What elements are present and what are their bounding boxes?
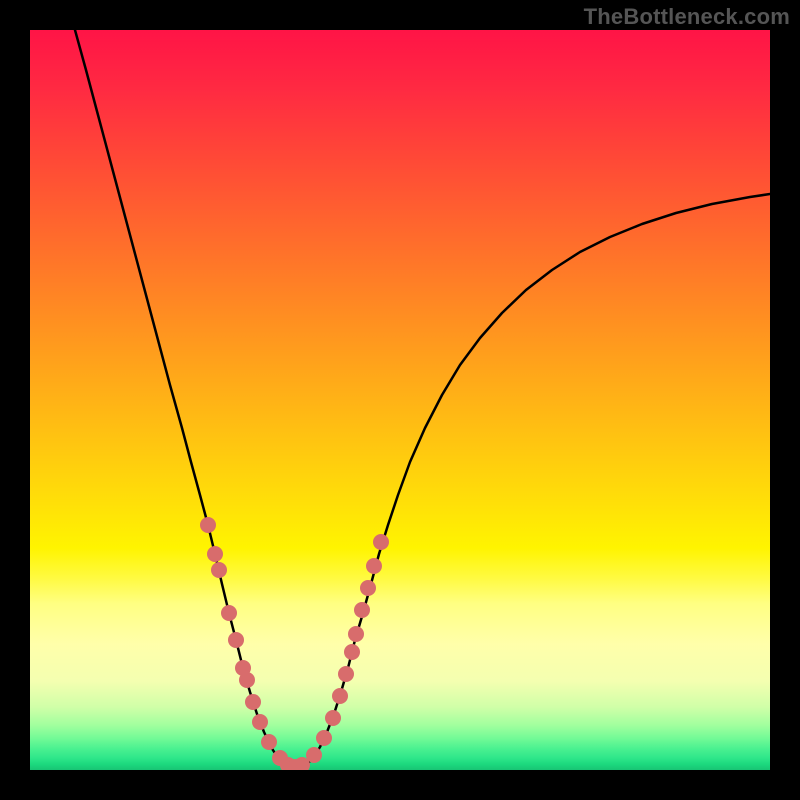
curve-marker	[261, 734, 277, 750]
curve-marker	[325, 710, 341, 726]
curve-marker	[360, 580, 376, 596]
curve-marker	[344, 644, 360, 660]
curve-marker	[207, 546, 223, 562]
curve-marker	[228, 632, 244, 648]
curve-marker	[316, 730, 332, 746]
curve-marker	[211, 562, 227, 578]
plot-area	[30, 30, 770, 770]
curve-marker	[354, 602, 370, 618]
curve-marker	[239, 672, 255, 688]
curve-marker	[338, 666, 354, 682]
bottleneck-curve-chart	[30, 30, 770, 770]
watermark-text: TheBottleneck.com	[584, 4, 790, 30]
gradient-background	[30, 30, 770, 770]
curve-marker	[252, 714, 268, 730]
curve-marker	[200, 517, 216, 533]
chart-frame: TheBottleneck.com	[0, 0, 800, 800]
curve-marker	[245, 694, 261, 710]
curve-marker	[373, 534, 389, 550]
curve-marker	[221, 605, 237, 621]
curve-marker	[366, 558, 382, 574]
curve-marker	[332, 688, 348, 704]
curve-marker	[306, 747, 322, 763]
curve-marker	[348, 626, 364, 642]
